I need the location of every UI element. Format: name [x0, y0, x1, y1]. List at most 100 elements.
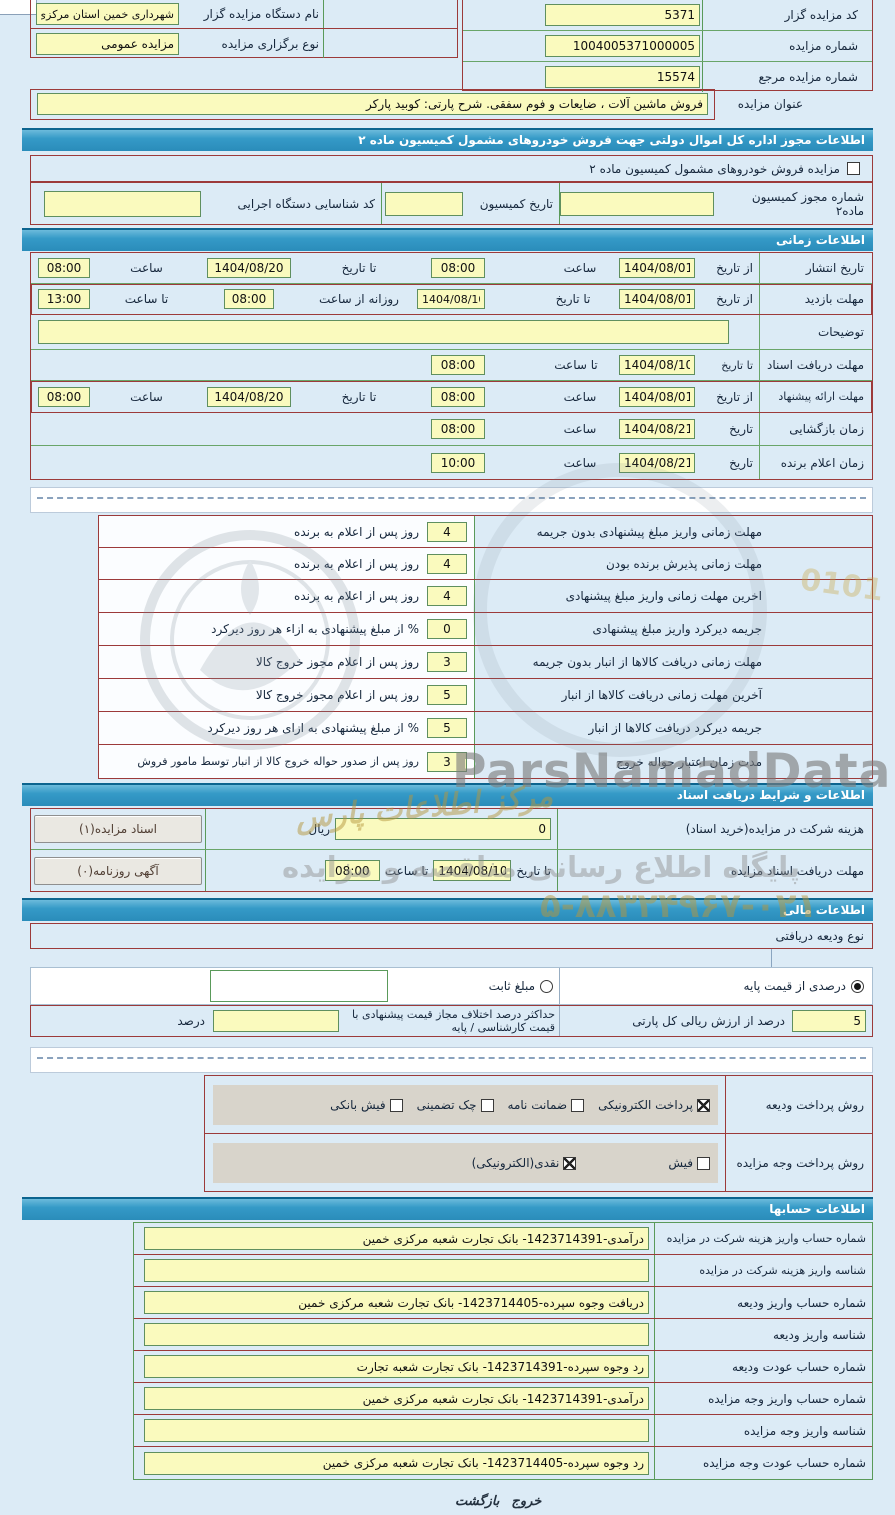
- field-ref-number-label: شماره مزایده مرجع: [702, 62, 872, 92]
- exit-link[interactable]: خروج: [511, 1494, 542, 1509]
- fixed-amount-input[interactable]: [209, 970, 388, 1002]
- max-diff-input[interactable]: [213, 1010, 339, 1032]
- publish-from-date-input[interactable]: [619, 258, 695, 278]
- docs-deadline-date-input2[interactable]: [433, 860, 512, 881]
- docs-deadline-label: مهلت دریافت اسناد مزایده: [557, 850, 872, 891]
- newspaper-ad-button[interactable]: آگهی روزنامه(۰): [34, 856, 202, 885]
- permit-fields-row: شماره مجوز کمیسیون ماده۲ تاریخ کمیسیون ک…: [30, 182, 873, 225]
- account-value-input[interactable]: [144, 1387, 649, 1410]
- field-auctioneer-code-input[interactable]: [545, 4, 700, 26]
- account-value-input[interactable]: [144, 1451, 649, 1475]
- deadline-label: مدت زمان اعتبار حواله خروج: [474, 745, 872, 778]
- offer-from-date-input[interactable]: [619, 386, 695, 407]
- radio-fixed-amount[interactable]: [540, 979, 553, 993]
- deadline-suffix: % از مبلغ پیشنهادی به ازاء هر روز دیرکرد: [211, 622, 419, 636]
- account-row: شماره حساب عودت وجه مزایده: [134, 1447, 872, 1479]
- description-input[interactable]: [38, 320, 729, 344]
- field-auction-number-input[interactable]: [545, 35, 700, 57]
- docs-deadline-date-input[interactable]: [619, 355, 695, 375]
- radio-percent-of-base[interactable]: [851, 979, 864, 993]
- winner-date-input[interactable]: [619, 452, 695, 473]
- field-auction-title-input[interactable]: [37, 93, 708, 115]
- docs-deadline-time-input[interactable]: [431, 355, 485, 375]
- timing-sub-label: ساعت: [563, 389, 597, 404]
- docs-fee-input[interactable]: [335, 818, 551, 840]
- top-right-table: کد مزایده گزار شماره مزایده شماره مزایده…: [462, 0, 873, 92]
- offer-from-time-input[interactable]: [431, 386, 485, 407]
- deadline-suffix: روز پس از اعلام مجوز خروج کالا: [255, 655, 419, 669]
- field-auction-type-input[interactable]: [36, 32, 179, 55]
- madeh2-checkbox[interactable]: [847, 162, 860, 175]
- checkbox-cash-electronic[interactable]: [563, 1156, 577, 1170]
- account-value-input[interactable]: [144, 1355, 649, 1378]
- visit-from-date-input[interactable]: [619, 289, 695, 309]
- field-org-name-input[interactable]: [36, 3, 179, 25]
- timing-row-winner: زمان اعلام برنده تاریخ ساعت: [31, 446, 872, 479]
- checkbox-electronic-payment[interactable]: [697, 1098, 710, 1112]
- docs-fee-row: هزینه شرکت در مزایده(خرید اسناد) ریال اس…: [31, 809, 872, 850]
- timing-table: تاریخ انتشار از تاریخ ساعت تا تاریخ ساعت…: [30, 252, 873, 480]
- deadline-value-input[interactable]: [427, 652, 467, 672]
- opening-date-input[interactable]: [619, 419, 695, 439]
- deadline-value-input[interactable]: [427, 619, 467, 639]
- visit-daily-from-time-input[interactable]: [224, 289, 274, 309]
- winner-time-input[interactable]: [431, 452, 485, 473]
- opening-time-input[interactable]: [431, 419, 485, 439]
- offer-to-date-input[interactable]: [207, 386, 291, 407]
- permit-number-input[interactable]: [560, 191, 714, 216]
- permit-date-input[interactable]: [385, 191, 463, 216]
- timing-sub-label: روزانه از ساعت: [319, 292, 399, 306]
- docs-table: هزینه شرکت در مزایده(خرید اسناد) ریال اس…: [30, 808, 873, 892]
- deposit-percent-input[interactable]: [792, 1010, 866, 1032]
- publish-to-date-input[interactable]: [207, 258, 291, 278]
- account-value-input[interactable]: [144, 1227, 649, 1250]
- field-ref-number-input[interactable]: [545, 66, 700, 88]
- checkbox-guarantee-letter[interactable]: [571, 1098, 585, 1112]
- account-label: شماره حساب واریز وجه مزایده: [654, 1383, 872, 1414]
- timing-label: مهلت ارائه پیشنهاد: [759, 381, 872, 412]
- checkbox-certified-check[interactable]: [480, 1098, 494, 1112]
- account-row: شماره حساب واریز ودیعه: [134, 1287, 872, 1319]
- account-value-input[interactable]: [144, 1291, 649, 1314]
- deadline-value-input[interactable]: [427, 586, 467, 606]
- deadline-label: مهلت زمانی واریز مبلغ پیشنهادی بدون جریم…: [474, 516, 872, 547]
- offer-to-time-input[interactable]: [38, 386, 90, 407]
- docs-deadline-time-input2[interactable]: [324, 860, 380, 881]
- timing-label: زمان اعلام برنده: [759, 446, 872, 479]
- visit-to-time-input[interactable]: [38, 289, 90, 309]
- checkbox-label: فیش بانکی: [330, 1098, 386, 1112]
- auction-docs-button[interactable]: اسناد مزایده(۱): [34, 815, 202, 843]
- docs-deadline-sub-label: تا تاریخ: [516, 863, 551, 878]
- account-value-input[interactable]: [144, 1259, 649, 1282]
- deadline-label: جریمه دیرکرد دریافت کالاها از انبار: [474, 712, 872, 744]
- deadline-row: مهلت زمانی واریز مبلغ پیشنهادی بدون جریم…: [99, 516, 872, 548]
- deadline-value-input[interactable]: [427, 521, 467, 542]
- back-link[interactable]: بازگشت: [455, 1494, 500, 1509]
- top-left-table: نام دستگاه مزایده گزار نوع برگزاری مزاید…: [30, 0, 458, 58]
- timing-sub-label: تا تاریخ: [721, 358, 753, 372]
- permit-org-id-input[interactable]: [44, 190, 201, 217]
- field-auction-number-label: شماره مزایده: [702, 31, 872, 61]
- account-label: شناسه واریز وجه مزایده: [654, 1415, 872, 1446]
- field-auctioneer-code-label: کد مزایده گزار: [702, 0, 872, 30]
- deadline-row: آخرین مهلت زمانی دریافت کالاها از انبار …: [99, 679, 872, 712]
- timing-sub-label: ساعت: [563, 261, 597, 275]
- publish-from-time-input[interactable]: [431, 258, 485, 278]
- timing-label: توضیحات: [759, 315, 872, 349]
- payment-methods-table: روش پرداخت ودیعه پرداخت الکترونیکی ضمانت…: [204, 1075, 873, 1192]
- deadline-value-input[interactable]: [427, 718, 467, 738]
- account-value-input[interactable]: [144, 1419, 649, 1442]
- checkbox-bank-receipt[interactable]: [389, 1098, 403, 1112]
- max-diff-label: حداکثر درصد اختلاف مجاز قیمت پیشنهادی با…: [352, 1008, 555, 1034]
- checkbox-receipt[interactable]: [697, 1156, 710, 1170]
- section-permit-header: اطلاعات مجوز اداره کل اموال دولتی جهت فر…: [22, 128, 873, 151]
- account-value-input[interactable]: [144, 1323, 649, 1346]
- deposit-payment-label: روش پرداخت ودیعه: [725, 1076, 872, 1133]
- publish-to-time-input[interactable]: [38, 258, 90, 278]
- section-accounts-header: اطلاعات حسابها: [22, 1197, 873, 1220]
- deadline-value-input[interactable]: [427, 685, 467, 705]
- visit-to-date-input[interactable]: [417, 289, 485, 309]
- deadline-value-input[interactable]: [427, 751, 467, 772]
- deadline-value-input[interactable]: [427, 553, 467, 574]
